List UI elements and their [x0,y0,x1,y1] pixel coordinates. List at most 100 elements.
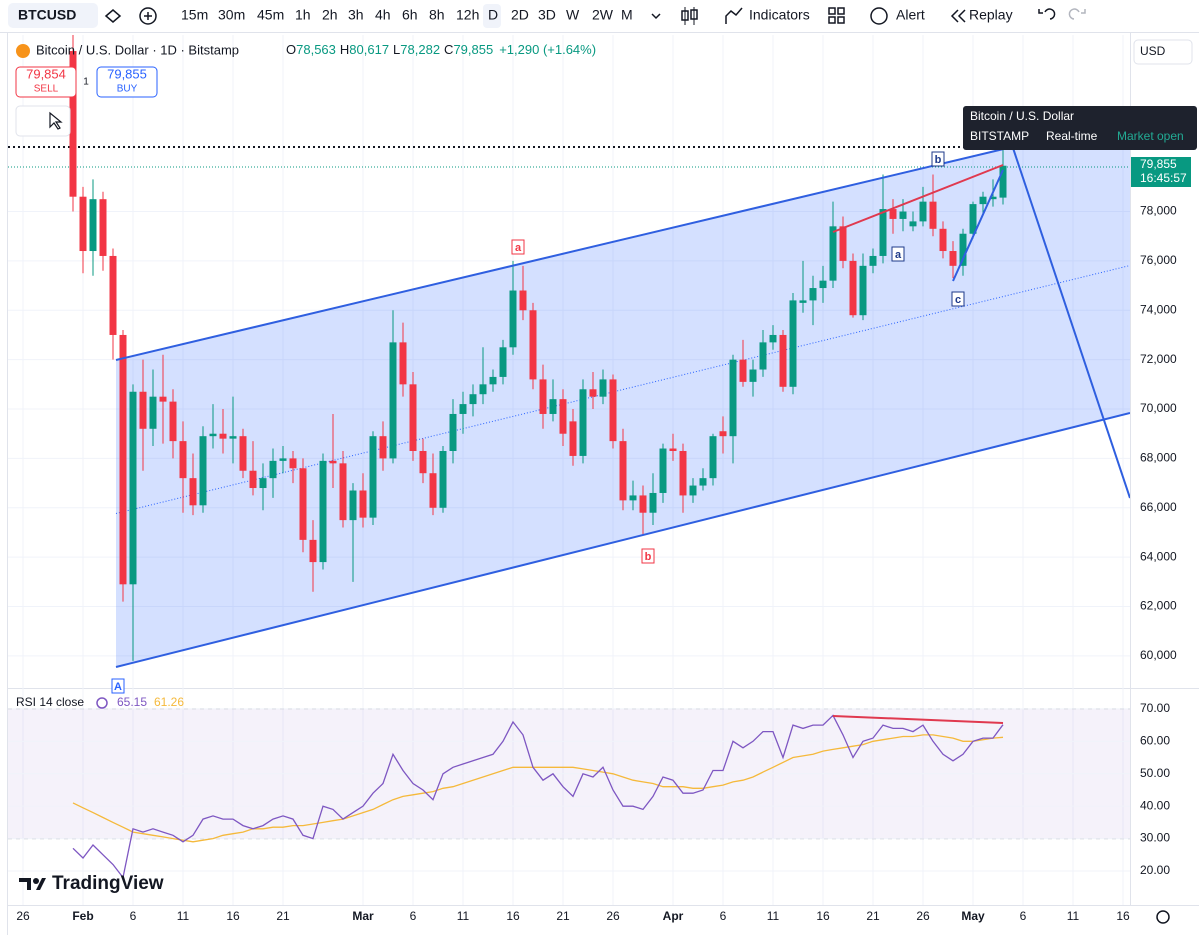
candle-body [799,300,807,303]
timeframe-button[interactable]: 2D [511,7,529,23]
candle-body [139,391,147,429]
y-tick-label: 62,000 [1140,599,1177,613]
candle-body [259,478,267,489]
currency-button[interactable] [1133,39,1193,65]
timeframe-button[interactable]: 12h [456,7,479,23]
timeframe-button[interactable]: 6h [402,7,418,23]
channel-upper [115,146,1013,361]
x-tick-label: 16 [1116,909,1130,923]
legend-key: L [393,42,400,57]
tooltip-feed: Real-time [1046,129,1098,143]
chart-type-icon[interactable] [681,7,698,25]
candle-body [659,448,667,493]
indicators-button[interactable]: Indicators [749,7,810,23]
rsi-settings-icon[interactable] [96,697,108,709]
buy-label[interactable]: BUY [117,84,138,95]
candle-body [299,468,307,540]
redo-button[interactable] [1068,8,1086,20]
timeframe-button[interactable]: 1h [295,7,311,23]
compare-icon[interactable] [104,9,122,23]
timeframe-button[interactable]: 8h [429,7,445,23]
candle-body [329,460,337,464]
timeframe-button[interactable]: M [621,7,633,23]
candle-body [949,251,957,266]
alert-icon[interactable] [870,7,888,25]
x-tick-label: 6 [720,909,727,923]
last-price: 79,855 [1140,157,1177,171]
timeframe-button[interactable]: 3D [538,7,556,23]
add-symbol-icon[interactable] [139,7,157,25]
x-tick-label: 21 [556,909,570,923]
wave-label-box [641,548,655,564]
channel-lower [115,412,1130,668]
candle-body [879,209,887,256]
time-axis-settings[interactable] [1156,910,1170,924]
candle-body [409,384,417,451]
candle-body [899,211,907,219]
candle-body [69,51,77,197]
candle-body [769,334,777,343]
candle-body [359,490,367,518]
sell-label[interactable]: SELL [34,84,59,95]
candle-body [269,460,277,479]
buy-button[interactable] [96,66,158,98]
candle-body [719,431,727,437]
candle-body [439,450,447,508]
candle-body [869,255,877,266]
y-tick-label: 76,000 [1140,253,1177,267]
replay-button[interactable]: Replay [969,7,1013,23]
sell-button[interactable] [15,66,77,98]
x-tick-label: Mar [352,909,374,923]
y-tick-label: 70,000 [1140,401,1177,415]
x-tick-label: Feb [72,909,93,923]
timeframe-button[interactable]: 45m [257,7,284,23]
candle-body [389,342,397,459]
timeframe-button[interactable]: 15m [181,7,208,23]
candle-body [379,436,387,459]
candle-body [229,436,237,439]
candle-body [919,201,927,222]
candle-body [169,401,177,442]
x-tick-label: 21 [276,909,290,923]
candle-body [599,379,607,397]
replay-icon[interactable] [950,9,966,23]
timeframe-button[interactable]: 2W [592,7,614,23]
layouts-icon[interactable] [828,7,845,24]
indicators-icon[interactable] [725,7,743,24]
candle-body [419,450,427,474]
timeframe-button[interactable]: 3h [348,7,364,23]
cursor-tool[interactable] [49,111,63,130]
timeframe-button[interactable]: 2h [322,7,338,23]
candle-body [989,196,997,200]
x-tick-label: 26 [916,909,930,923]
timeframe-dropdown[interactable] [651,13,661,20]
buy-price[interactable]: 79,855 [107,66,147,81]
candle-body [979,196,987,205]
candle-body [849,260,857,316]
legend-key: H [340,42,349,57]
rsi-divergence-line [832,715,1004,724]
currency[interactable]: USD [1140,44,1166,58]
candle-body [639,495,647,513]
undo-button[interactable] [1038,8,1056,20]
candle-body [319,460,327,563]
sell-price[interactable]: 79,854 [26,66,66,81]
timeframe-button[interactable]: 4h [375,7,391,23]
candle-body [749,369,757,382]
rsi-tick-label: 20.00 [1140,863,1170,877]
alert-button[interactable]: Alert [896,7,925,23]
timeframe-button[interactable]: W [566,7,580,23]
symbol-box[interactable] [8,3,98,28]
symbol[interactable]: BTCUSD [18,7,76,23]
drawing-toolbar [15,105,71,137]
candle-body [999,165,1007,198]
candle-body [559,399,567,434]
divergence-line [832,164,1004,233]
legend-title: Bitcoin / U.S. Dollar · 1D · Bitstamp [36,42,239,57]
candle-body [969,204,977,234]
timeframe-button[interactable]: 30m [218,7,245,23]
candle-body [399,342,407,385]
timeframe-button[interactable]: D [488,7,498,23]
candle-body [459,404,467,414]
